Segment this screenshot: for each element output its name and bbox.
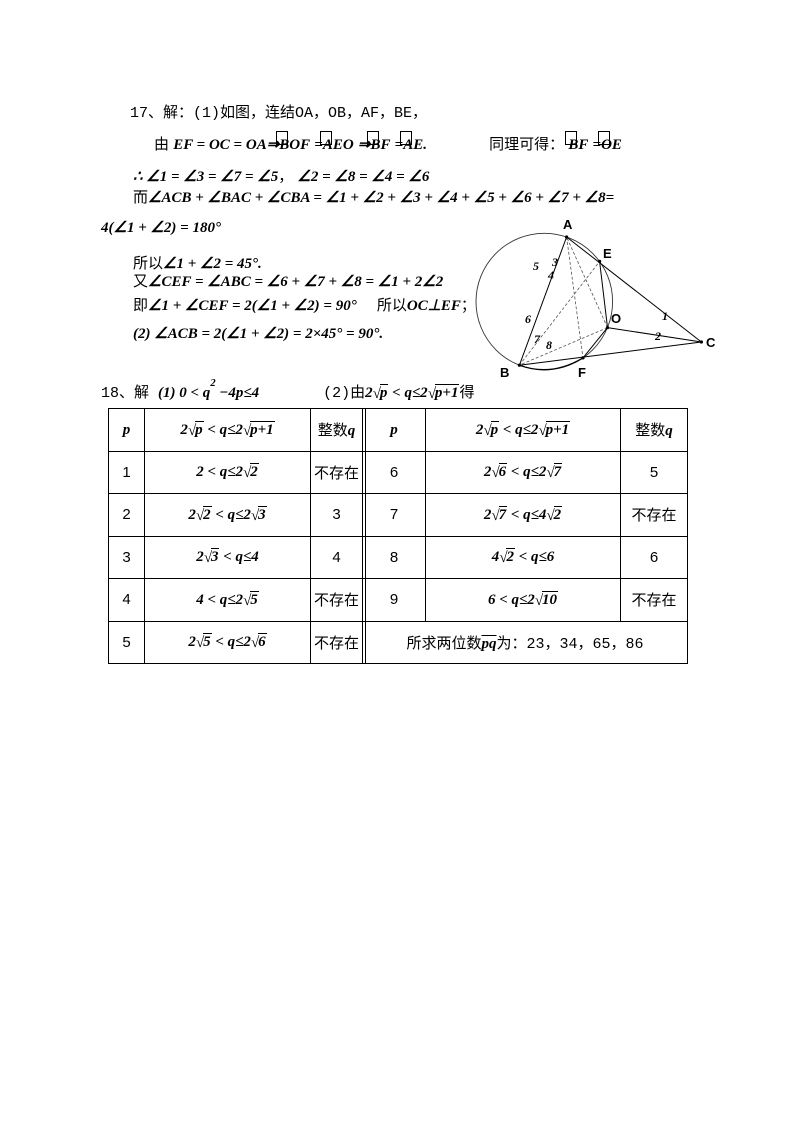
svg-text:5: 5 <box>533 259 539 273</box>
svg-text:C: C <box>706 335 716 350</box>
svg-text:6: 6 <box>525 312 531 326</box>
svg-text:E: E <box>603 246 612 261</box>
svg-text:A: A <box>563 217 573 232</box>
svg-text:O: O <box>611 311 621 326</box>
svg-text:7: 7 <box>534 332 541 346</box>
svg-text:3: 3 <box>551 255 558 269</box>
svg-text:2: 2 <box>654 329 661 343</box>
svg-text:F: F <box>578 365 586 380</box>
svg-text:1: 1 <box>662 309 668 323</box>
svg-text:4: 4 <box>547 268 554 282</box>
svg-text:8: 8 <box>546 338 552 352</box>
svg-text:B: B <box>500 365 509 380</box>
